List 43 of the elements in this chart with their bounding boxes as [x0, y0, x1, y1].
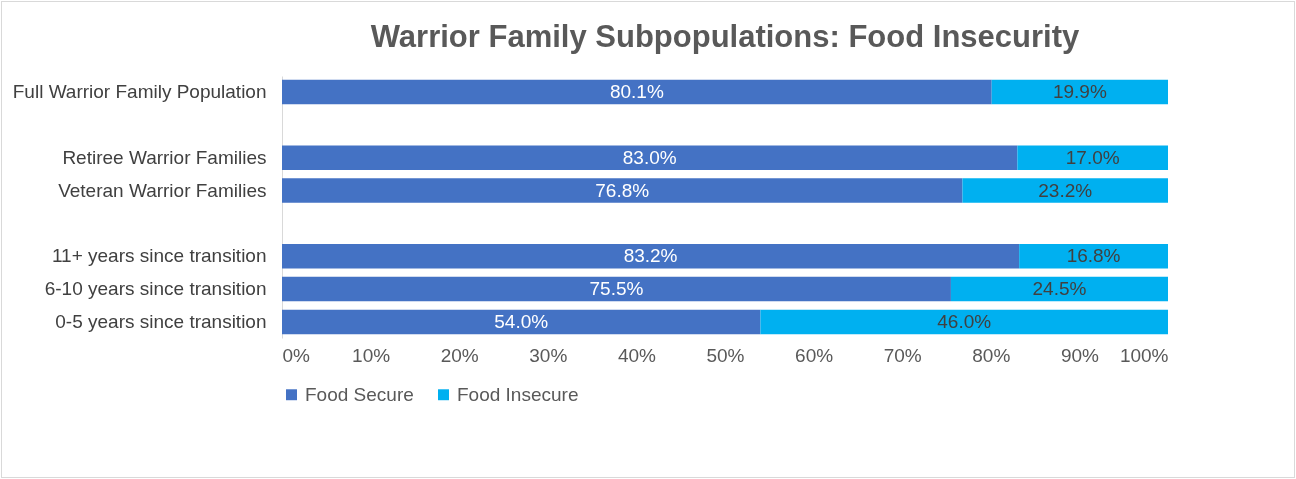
y-tick-label: 0-5 years since transition	[55, 310, 267, 332]
x-tick-label: 80%	[972, 344, 1011, 366]
data-label: 80.1%	[609, 81, 664, 103]
bar	[760, 309, 1168, 335]
bar	[282, 243, 1020, 269]
data-label: 17.0%	[1065, 146, 1120, 168]
legend-label: Food Insecure	[457, 383, 579, 405]
bar	[950, 276, 1168, 302]
bar	[282, 178, 963, 203]
data-label: 46.0%	[937, 310, 992, 332]
bar	[282, 276, 951, 302]
bar	[962, 178, 1168, 203]
bar	[282, 79, 992, 105]
data-label: 16.8%	[1066, 245, 1121, 267]
x-tick-label: 70%	[883, 344, 922, 366]
bar	[1017, 145, 1168, 171]
data-label: 76.8%	[595, 179, 650, 201]
x-tick-label: 60%	[795, 344, 834, 366]
data-label: 54.0%	[494, 310, 549, 332]
x-tick-label: 90%	[1060, 344, 1100, 366]
x-tick-label: 50%	[706, 344, 745, 366]
data-label: 75.5%	[589, 278, 644, 300]
data-label: 83.2%	[623, 245, 678, 267]
x-tick-label: 10%	[352, 344, 391, 366]
x-tick-label: 100%	[1119, 344, 1169, 366]
y-tick-label: Full Warrior Family Population	[12, 81, 267, 103]
x-tick-label: 0%	[282, 344, 311, 366]
data-label: 23.2%	[1038, 179, 1093, 201]
x-tick-label: 20%	[440, 344, 479, 366]
bar	[282, 309, 761, 335]
y-tick-label: 6-10 years since transition	[44, 278, 267, 300]
legend-label: Food Secure	[305, 383, 414, 405]
data-label: 24.5%	[1032, 278, 1087, 300]
data-label: 19.9%	[1052, 81, 1107, 103]
bar	[282, 145, 1018, 171]
x-tick-label: 40%	[617, 344, 657, 366]
y-tick-label: Retiree Warrior Families	[62, 146, 267, 168]
x-tick-label: 30%	[529, 344, 568, 366]
data-label: 83.0%	[622, 146, 677, 168]
y-tick-label: Veteran Warrior Families	[58, 179, 267, 201]
chart-title: Warrior Family Subpopulations: Food Insecurity	[370, 19, 1080, 54]
bar	[1019, 243, 1168, 269]
y-tick-label: 11+ years since transition	[51, 245, 267, 267]
